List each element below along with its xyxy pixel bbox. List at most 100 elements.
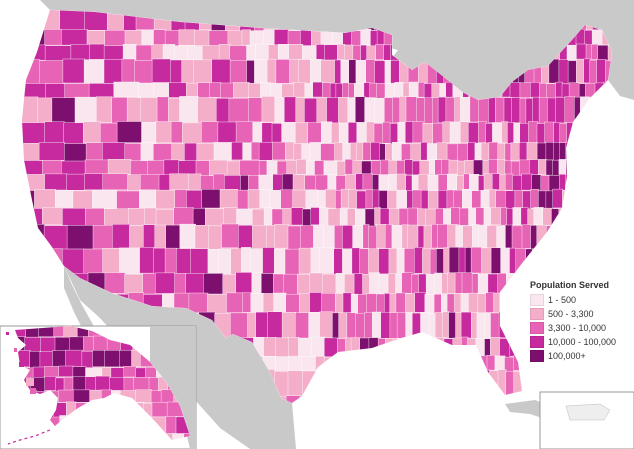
county-cell	[385, 224, 393, 249]
county-cell	[236, 189, 249, 210]
county-cell	[181, 122, 203, 145]
county-cell	[208, 225, 223, 250]
county-cell	[545, 190, 554, 210]
county-cell	[209, 82, 222, 98]
county-cell	[499, 174, 507, 191]
county-cell	[235, 272, 253, 294]
county-cell	[508, 292, 521, 313]
county-cell	[596, 122, 605, 144]
county-cell	[359, 337, 370, 358]
county-cell	[486, 225, 498, 250]
county-cell	[323, 160, 338, 176]
county-cell	[313, 225, 324, 250]
county-cell	[433, 294, 443, 315]
county-cell	[572, 247, 584, 274]
county-cell	[156, 96, 170, 123]
county-cell	[142, 273, 157, 295]
county-cell	[316, 97, 328, 124]
county-cell	[460, 97, 471, 124]
county-cell	[332, 312, 340, 339]
county-cell	[356, 190, 367, 210]
county-cell	[418, 273, 427, 295]
county-cell	[468, 207, 477, 226]
county-cell	[368, 225, 378, 250]
county-cell	[400, 371, 410, 398]
county-cell	[45, 83, 66, 99]
county-cell	[429, 337, 437, 357]
county-cell	[22, 83, 47, 99]
county-cell	[366, 293, 378, 314]
county-cell	[151, 58, 172, 84]
county-cell	[141, 30, 155, 47]
county-cell	[480, 189, 490, 210]
county-cell	[538, 159, 547, 175]
county-cell	[135, 367, 147, 379]
county-cell	[281, 83, 295, 100]
county-cell	[372, 189, 380, 209]
legend-label-4: 10,000 - 100,000	[548, 337, 617, 347]
county-cell	[165, 416, 177, 434]
county-cell	[285, 395, 302, 403]
county-cell	[196, 143, 215, 162]
county-cell	[163, 159, 180, 176]
county-cell	[462, 225, 474, 250]
county-cell	[565, 159, 577, 176]
county-cell	[110, 367, 125, 379]
county-cell	[519, 292, 528, 313]
county-cell	[281, 122, 297, 144]
county-cell	[598, 97, 609, 124]
county-cell	[74, 96, 98, 123]
county-cell	[484, 312, 492, 340]
county-cell	[391, 142, 403, 161]
county-cell	[473, 159, 484, 176]
county-cell	[38, 142, 65, 161]
county-cell	[519, 123, 530, 145]
county-cell	[72, 376, 87, 392]
legend-swatch-3	[530, 322, 544, 334]
county-cell	[392, 338, 404, 358]
county-cell	[102, 142, 126, 161]
county-cell	[359, 248, 370, 275]
county-cell	[378, 273, 389, 295]
county-cell	[126, 97, 142, 124]
county-cell	[176, 248, 192, 275]
county-cell	[519, 97, 527, 125]
county-cell	[324, 356, 339, 373]
county-cell	[600, 208, 611, 226]
county-cell	[521, 369, 531, 396]
county-cell	[302, 45, 317, 62]
county-cell	[22, 174, 46, 191]
county-cell	[81, 351, 94, 369]
county-cell	[102, 173, 129, 190]
county-cell	[452, 337, 463, 358]
county-cell	[247, 189, 261, 209]
county-cell	[354, 369, 364, 396]
county-cell	[379, 143, 387, 162]
county-cell	[310, 336, 326, 357]
county-cell	[555, 81, 563, 98]
county-cell	[436, 142, 448, 161]
county-cell	[43, 225, 68, 250]
county-cell	[545, 159, 554, 176]
county-cell	[590, 224, 603, 249]
county-cell	[561, 83, 570, 100]
county-cell	[357, 294, 368, 315]
legend-label-3: 3,300 - 10,000	[548, 323, 607, 333]
county-cell	[481, 247, 492, 274]
county-cell	[494, 355, 506, 371]
county-cell	[356, 122, 368, 144]
county-cell	[140, 174, 160, 191]
county-cell	[295, 97, 306, 124]
county-cell	[151, 44, 164, 61]
county-cell	[155, 209, 175, 227]
county-cell	[504, 160, 512, 176]
county-cell	[41, 273, 65, 295]
county-cell	[509, 82, 521, 98]
county-cell	[158, 174, 171, 191]
county-cell	[392, 96, 401, 124]
county-cell	[266, 58, 277, 84]
county-cell	[197, 82, 211, 98]
county-cell	[355, 208, 366, 227]
county-cell	[410, 143, 422, 162]
county-cell	[185, 273, 205, 295]
